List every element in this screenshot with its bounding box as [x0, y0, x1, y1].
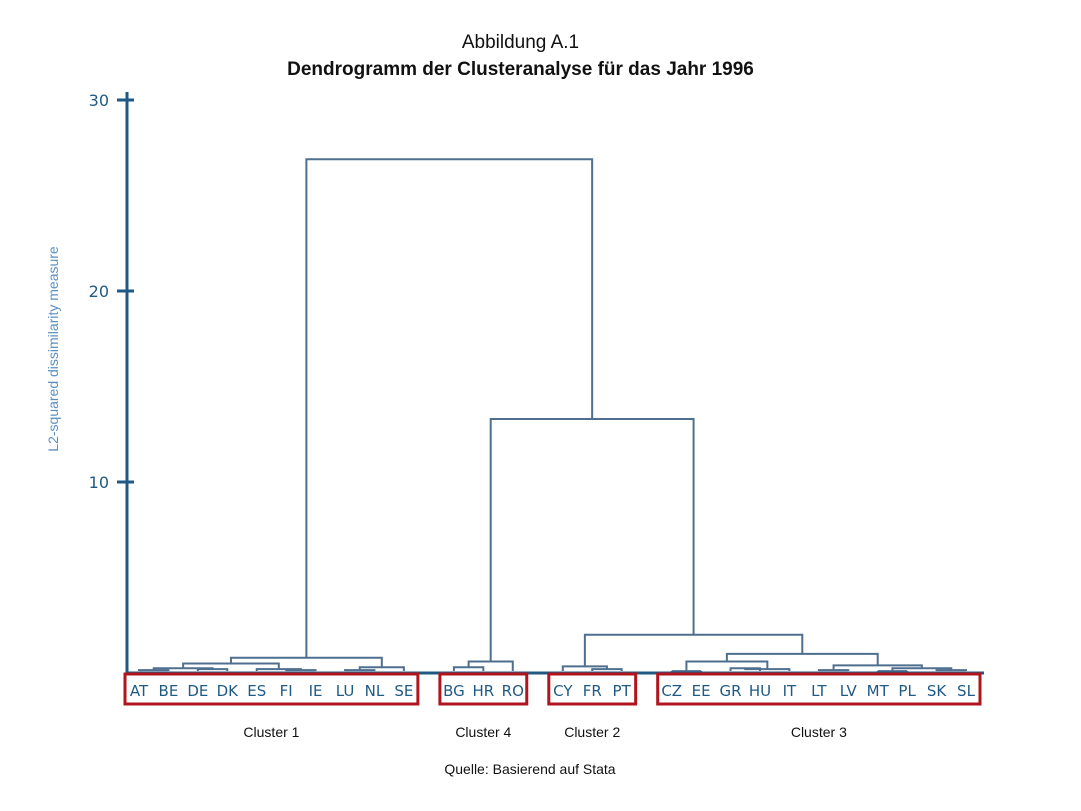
cluster-boxes: [123, 672, 982, 706]
leaf-label-lv: LV: [840, 682, 858, 700]
leaf-label-it: IT: [783, 682, 797, 700]
leaf-label-hu: HU: [749, 682, 771, 700]
cluster-label-2: Cluster 4: [455, 724, 511, 740]
link-m4: [285, 669, 317, 672]
cluster-box-2: [438, 672, 529, 706]
cluster-labels: Cluster 1 Cluster 4 Cluster 2 Cluster 3: [243, 724, 847, 740]
leaf-labels: AT BE DE DK ES FI IE LU NL SE BG HR RO CY FR PT CZ EE GR HU…: [130, 682, 976, 700]
leaf-label-pt: PT: [613, 682, 632, 700]
leaf-label-cz: CZ: [661, 682, 682, 700]
leaf-label-ee: EE: [692, 682, 711, 700]
leaf-label-gr: GR: [720, 682, 742, 700]
leaf-label-be: BE: [159, 682, 179, 700]
leaf-label-de: DE: [187, 682, 208, 700]
leaf-label-fr: FR: [583, 682, 602, 700]
link-m25: [489, 417, 695, 662]
cluster-label-4: Cluster 3: [791, 724, 847, 740]
leaf-label-lt: LT: [811, 682, 827, 700]
link-m12: [591, 668, 623, 671]
link-m26: [305, 158, 594, 658]
link-m1: [138, 669, 170, 672]
leaf-label-at: AT: [130, 682, 149, 700]
link-m23: [725, 652, 879, 666]
figure-label: Abbildung A.1: [461, 32, 580, 53]
link-m18: [817, 669, 850, 672]
leaf-label-sl: SL: [957, 682, 976, 700]
cluster-label-1: Cluster 1: [243, 724, 299, 740]
leaf-label-nl: NL: [365, 682, 385, 700]
figure-title: Dendrogramm der Clusteranalyse für das J…: [287, 59, 754, 80]
leaf-label-pl: PL: [898, 682, 916, 700]
y-tick-label-20: 20: [89, 282, 109, 301]
leaf-label-hr: HR: [472, 682, 494, 700]
leaf-label-se: SE: [394, 682, 413, 700]
cluster-box-3: [547, 672, 638, 706]
leaf-label-sk: SK: [927, 682, 948, 700]
link-m2: [196, 668, 229, 671]
link-m20: [935, 669, 967, 672]
dendrogram-links: [138, 158, 967, 673]
leaf-label-cy: CY: [553, 682, 573, 700]
cluster-label-3: Cluster 2: [564, 724, 620, 740]
leaf-label-bg: BG: [443, 682, 465, 700]
y-axis: 10 20 30: [89, 91, 984, 675]
y-axis-label: L2-squared dissimilarity measure: [45, 246, 61, 452]
y-tick-label-30: 30: [89, 91, 109, 110]
leaf-label-dk: DK: [217, 682, 240, 700]
link-m10: [452, 666, 485, 671]
leaf-label-es: ES: [247, 682, 266, 700]
leaf-label-mt: MT: [867, 682, 890, 700]
y-tick-label-10: 10: [89, 473, 109, 492]
leaf-label-fi: FI: [280, 682, 293, 700]
source-note: Quelle: Basierend auf Stata: [444, 761, 616, 777]
leaf-label-lu: LU: [336, 682, 355, 700]
link-m7: [344, 669, 376, 672]
cluster-box-1: [123, 672, 420, 706]
leaf-label-ie: IE: [309, 682, 323, 700]
cluster-box-4: [656, 672, 982, 706]
leaf-label-ro: RO: [502, 682, 524, 700]
